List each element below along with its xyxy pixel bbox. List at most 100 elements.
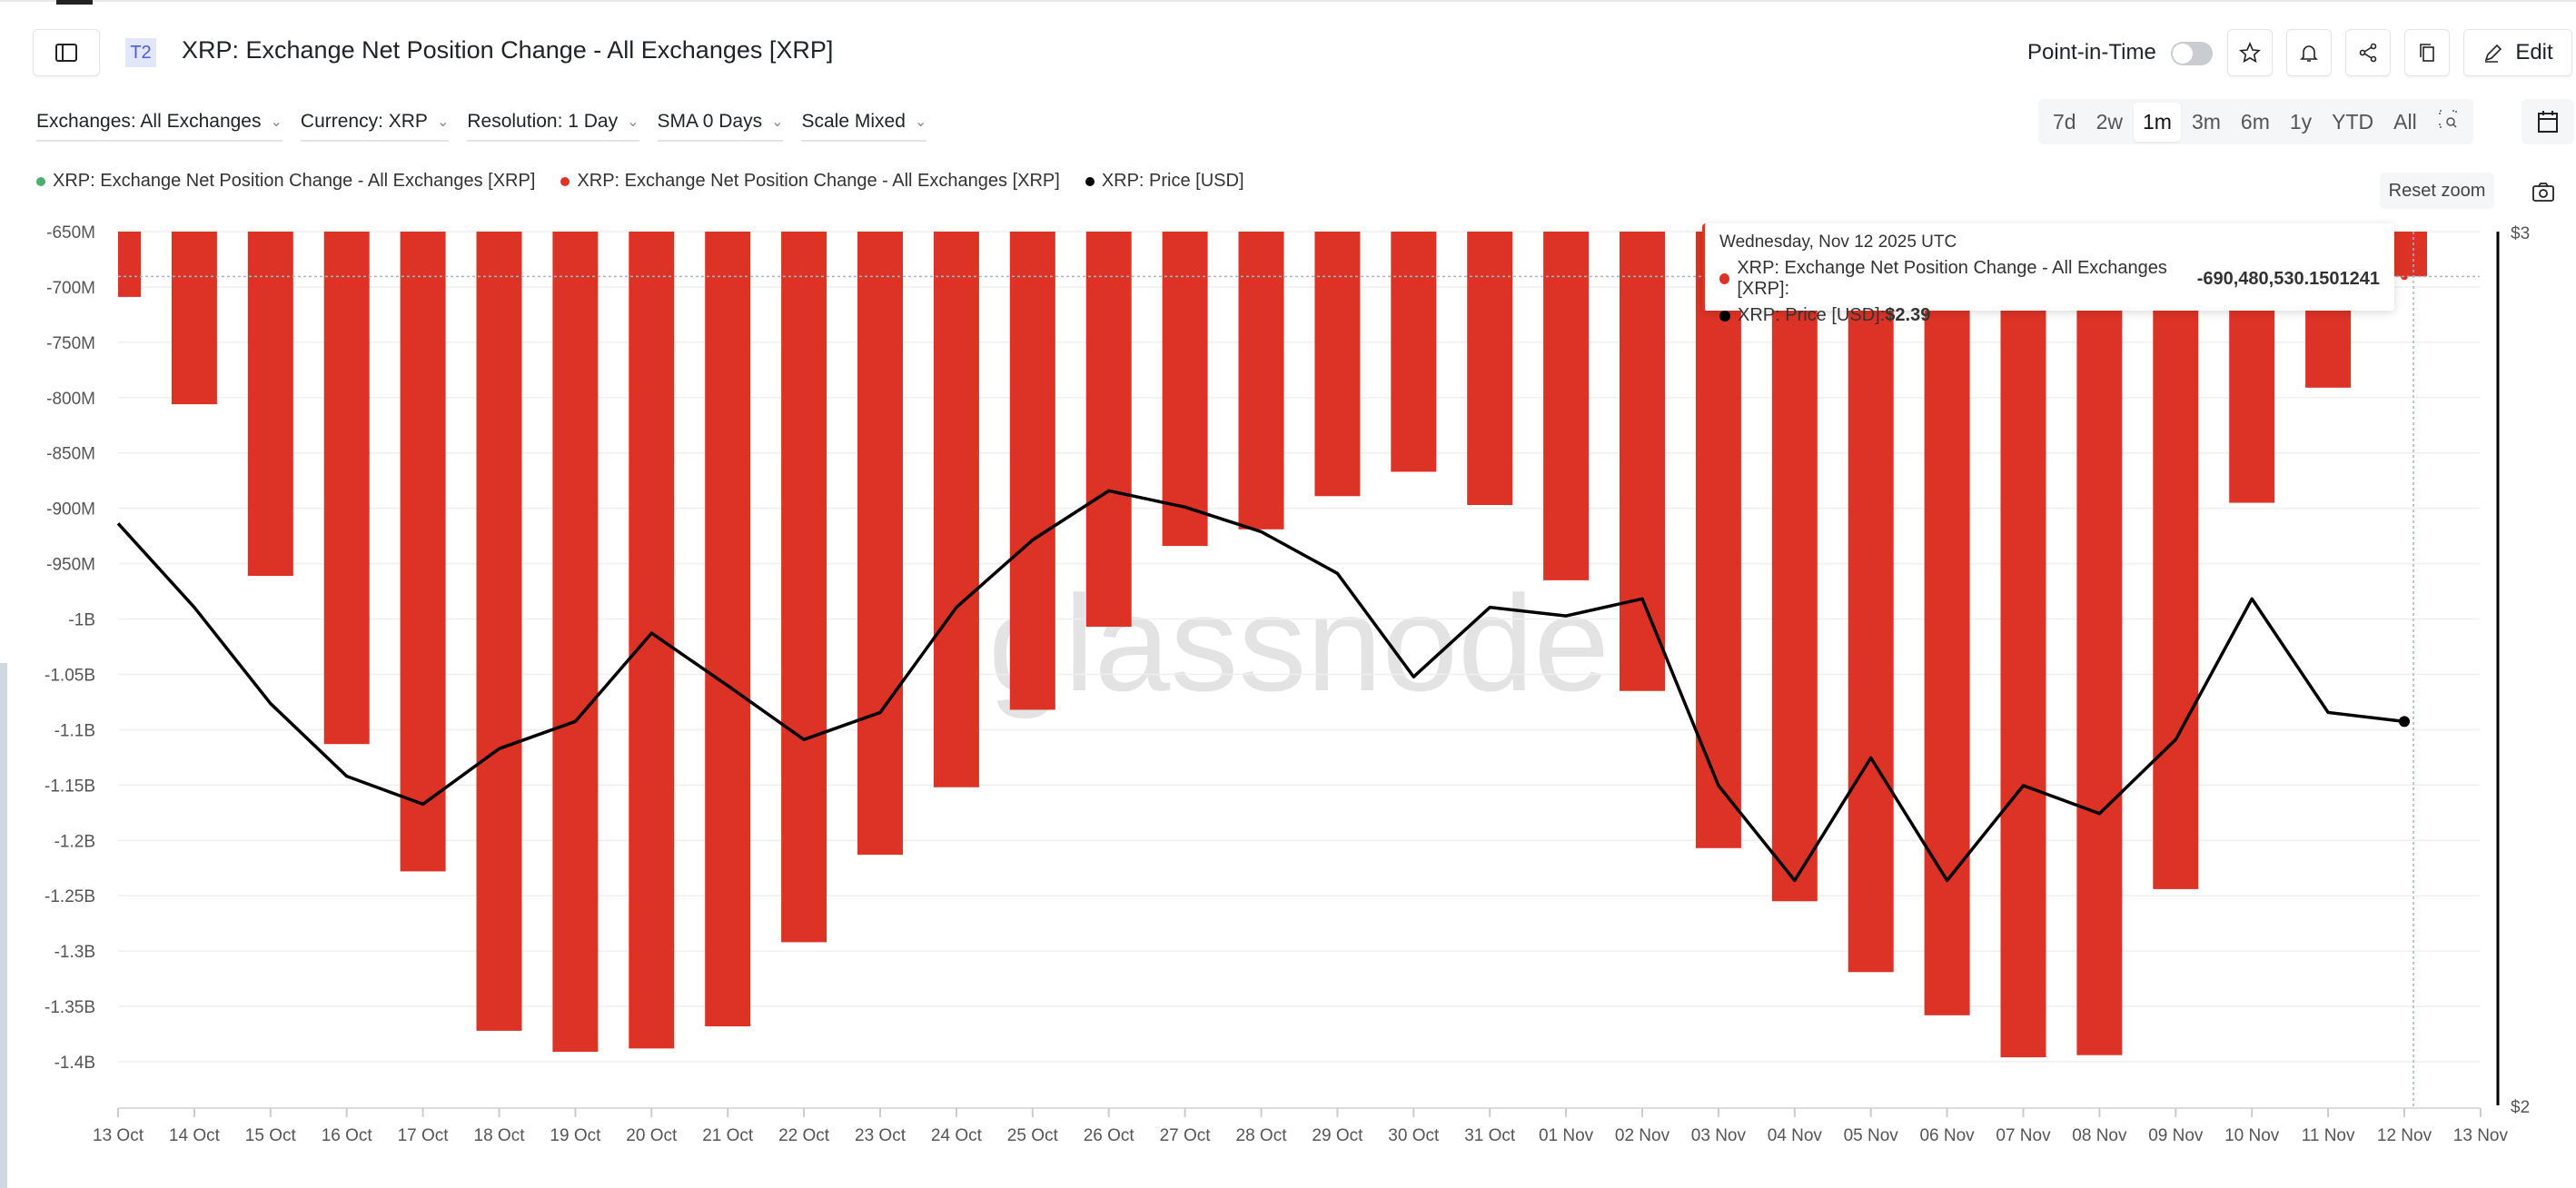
price-point-hover	[2399, 716, 2410, 728]
range-1y[interactable]: 1y	[2289, 109, 2313, 134]
x-tick-label: 03 Nov	[1691, 1126, 1747, 1145]
screenshot-button[interactable]	[2525, 177, 2561, 206]
pencil-icon	[2485, 44, 2502, 63]
bar	[1162, 232, 1208, 547]
range-3m[interactable]: 3m	[2191, 109, 2221, 134]
sidebar-icon	[55, 44, 77, 62]
share-button[interactable]	[2345, 29, 2391, 76]
bar	[1543, 232, 1590, 580]
x-tick-label: 09 Nov	[2148, 1126, 2204, 1145]
x-tick-label: 25 Oct	[1007, 1126, 1059, 1145]
x-tick-label: 19 Oct	[550, 1126, 601, 1145]
y-tick-label: -1B	[68, 611, 95, 630]
x-tick-label: 06 Nov	[1919, 1126, 1975, 1145]
sma-dropdown[interactable]: SMA 0 Days ⌄	[657, 111, 784, 142]
x-tick-label: 20 Oct	[626, 1126, 678, 1145]
bar	[857, 232, 903, 856]
legend-dot	[36, 176, 45, 186]
y-tick-label: -1.2B	[54, 832, 95, 851]
x-tick-label: 22 Oct	[778, 1126, 830, 1145]
x-tick-label: 12 Nov	[2377, 1126, 2432, 1145]
date-picker-button[interactable]	[2522, 99, 2574, 144]
bar	[1238, 232, 1284, 530]
y-tick-label: -1.05B	[45, 666, 95, 685]
range-ytd[interactable]: YTD	[2332, 109, 2374, 134]
x-tick-label: 31 Oct	[1464, 1126, 1516, 1145]
point-in-time-toggle[interactable]	[2171, 42, 2213, 65]
bar	[2000, 232, 2046, 1058]
bar	[1009, 232, 1055, 710]
resolution-dropdown[interactable]: Resolution: 1 Day ⌄	[467, 111, 639, 142]
range-2w[interactable]: 2w	[2095, 109, 2123, 134]
bar	[552, 232, 599, 1053]
bar	[1391, 232, 1437, 472]
chart-legend: XRP: Exchange Net Position Change - All …	[36, 171, 1244, 192]
bar	[781, 232, 827, 943]
edit-button[interactable]: Edit	[2463, 29, 2572, 76]
range-1m[interactable]: 1m	[2134, 102, 2181, 142]
legend-label: XRP: Exchange Net Position Change - All …	[577, 171, 1060, 191]
bar	[629, 232, 675, 1049]
range-all[interactable]: All	[2393, 109, 2417, 134]
reset-zoom-button[interactable]: Reset zoom	[2380, 173, 2494, 209]
x-tick-label: 27 Oct	[1160, 1126, 1212, 1145]
tooltip-net-value: -690,480,530.1501241	[2196, 268, 2380, 289]
page-title: XRP: Exchange Net Position Change - All …	[182, 36, 834, 64]
x-tick-label: 24 Oct	[931, 1126, 983, 1145]
y-tick-label: -900M	[46, 500, 95, 520]
range-6m[interactable]: 6m	[2240, 109, 2270, 134]
x-tick-label: 18 Oct	[474, 1126, 526, 1145]
chevron-down-icon: ⌄	[771, 114, 784, 130]
duplicate-button[interactable]	[2404, 29, 2450, 76]
y-right-tick-label: $2	[2511, 1098, 2530, 1117]
zoom-select-button[interactable]	[2428, 101, 2468, 143]
x-tick-label: 23 Oct	[855, 1126, 907, 1145]
x-tick-label: 13 Nov	[2453, 1126, 2509, 1145]
legend-item-net-position-red[interactable]: XRP: Exchange Net Position Change - All …	[560, 171, 1060, 192]
tooltip-row-net: XRP: Exchange Net Position Change - All …	[1719, 258, 2380, 300]
bell-icon	[2300, 45, 2318, 62]
exchanges-dropdown[interactable]: Exchanges: All Exchanges ⌄	[36, 111, 282, 142]
chevron-down-icon: ⌄	[270, 114, 282, 130]
bar	[1085, 232, 1132, 628]
y-tick-label: -650M	[46, 223, 95, 243]
bar	[2076, 232, 2123, 1055]
y-tick-label: -750M	[46, 334, 95, 353]
currency-label: Currency: XRP	[300, 111, 428, 132]
bar	[1924, 232, 1970, 1015]
chevron-down-icon: ⌄	[914, 114, 927, 130]
left-scrollbar[interactable]	[0, 663, 7, 1188]
sidebar-toggle-button[interactable]	[33, 29, 100, 76]
bar	[400, 232, 446, 872]
legend-item-price[interactable]: XRP: Price [USD]	[1085, 171, 1244, 192]
x-tick-label: 29 Oct	[1312, 1126, 1363, 1145]
watermark: glassnode	[988, 567, 1610, 719]
currency-dropdown[interactable]: Currency: XRP ⌄	[300, 111, 450, 142]
bar	[705, 232, 751, 1027]
y-tick-label: -850M	[46, 445, 95, 464]
range-7d[interactable]: 7d	[2053, 109, 2076, 134]
x-tick-label: 30 Oct	[1388, 1126, 1440, 1145]
x-tick-label: 26 Oct	[1084, 1126, 1135, 1145]
scale-label: Scale Mixed	[801, 111, 906, 132]
bar	[1848, 232, 1894, 973]
tooltip-dot	[1719, 310, 1730, 322]
time-range-selector: 7d 2w 1m 3m 6m 1y YTD All	[2038, 99, 2473, 144]
alert-button[interactable]	[2286, 29, 2332, 76]
tooltip-dot	[1719, 273, 1730, 284]
exchanges-label: Exchanges: All Exchanges	[36, 111, 262, 132]
scale-dropdown[interactable]: Scale Mixed ⌄	[801, 111, 927, 142]
y-tick-label: -1.3B	[54, 943, 95, 962]
tooltip-price-value: $2.39	[1885, 305, 1931, 325]
y-right-tick-label: $3	[2511, 224, 2530, 243]
x-tick-label: 21 Oct	[702, 1126, 754, 1145]
favorite-button[interactable]	[2227, 29, 2273, 76]
camera-icon	[2532, 183, 2554, 202]
bar	[1620, 232, 1665, 691]
x-tick-label: 04 Nov	[1768, 1126, 1823, 1145]
x-tick-label: 17 Oct	[398, 1126, 450, 1145]
x-tick-label: 14 Oct	[169, 1126, 221, 1145]
y-tick-label: -700M	[46, 279, 95, 298]
legend-item-net-position-green[interactable]: XRP: Exchange Net Position Change - All …	[36, 171, 535, 192]
